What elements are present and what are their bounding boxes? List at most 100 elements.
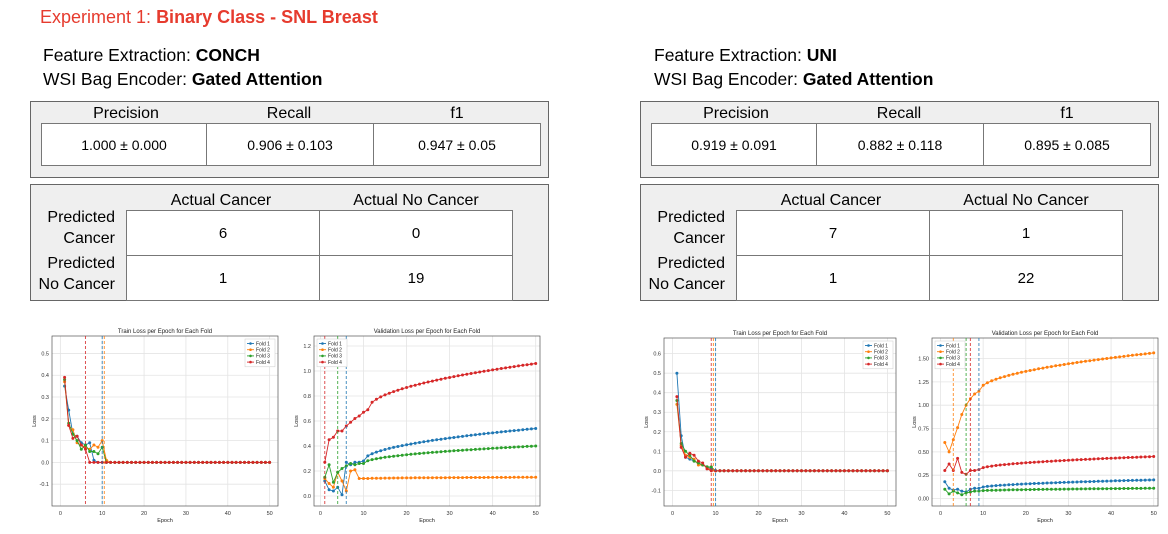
left-metrics-panel: Precision Recall f1 1.000 ± 0.000 0.906 … bbox=[30, 101, 549, 178]
data-point bbox=[362, 459, 365, 463]
legend-marker bbox=[321, 348, 324, 351]
data-point bbox=[675, 371, 679, 375]
data-point bbox=[860, 469, 864, 473]
data-point bbox=[426, 380, 430, 384]
data-point bbox=[1101, 479, 1105, 483]
data-point bbox=[782, 469, 786, 473]
data-point bbox=[430, 379, 434, 383]
data-point bbox=[722, 469, 726, 473]
legend-marker bbox=[321, 360, 324, 364]
data-point bbox=[744, 469, 748, 473]
data-point bbox=[71, 428, 75, 432]
x-tick-label: 0 bbox=[59, 511, 62, 517]
plot-frame bbox=[663, 337, 897, 507]
data-point bbox=[405, 443, 409, 447]
data-point bbox=[1058, 487, 1062, 491]
data-point bbox=[1135, 478, 1139, 482]
y-tick-label: 0.0 bbox=[41, 460, 49, 466]
data-point bbox=[1079, 458, 1083, 462]
data-point bbox=[1092, 487, 1096, 491]
data-point bbox=[994, 464, 998, 467]
data-point bbox=[885, 469, 889, 473]
y-tick-label: 0.00 bbox=[918, 497, 929, 503]
data-point bbox=[1122, 487, 1126, 490]
data-point bbox=[486, 475, 490, 479]
data-point bbox=[405, 476, 409, 480]
data-point bbox=[998, 483, 1002, 487]
data-point bbox=[817, 469, 821, 473]
data-point bbox=[1062, 480, 1066, 484]
data-point bbox=[735, 469, 739, 473]
data-point bbox=[113, 460, 117, 464]
data-point bbox=[491, 431, 495, 435]
data-point bbox=[331, 485, 335, 489]
data-point bbox=[1003, 483, 1006, 487]
data-point bbox=[422, 381, 426, 385]
data-point bbox=[138, 460, 142, 464]
data-point bbox=[499, 446, 503, 450]
predicted-no-cancer-label: Predicted No Cancer bbox=[38, 255, 115, 293]
data-point bbox=[1113, 479, 1117, 483]
data-point bbox=[109, 460, 113, 464]
data-point bbox=[400, 453, 404, 457]
data-point bbox=[1135, 455, 1139, 459]
data-point bbox=[1130, 486, 1134, 490]
data-point bbox=[1126, 479, 1130, 482]
data-point bbox=[366, 459, 370, 463]
data-point bbox=[1041, 487, 1045, 491]
data-point bbox=[1135, 486, 1139, 490]
data-point bbox=[998, 463, 1002, 467]
data-point bbox=[478, 476, 482, 479]
data-point bbox=[1126, 487, 1130, 490]
predicted-no-cancer-label: Predicted No Cancer bbox=[648, 255, 725, 293]
plot-area bbox=[52, 336, 278, 506]
legend-label: Fold 1 bbox=[874, 343, 888, 349]
data-point bbox=[409, 384, 413, 388]
data-point bbox=[812, 469, 816, 473]
legend-label: Fold 2 bbox=[946, 350, 960, 356]
data-point bbox=[985, 465, 989, 469]
data-point bbox=[340, 467, 344, 470]
data-point bbox=[340, 429, 344, 433]
data-point bbox=[1092, 358, 1096, 362]
data-point bbox=[1058, 481, 1062, 484]
chart-title: Validation Loss per Epoch for Each Fold bbox=[992, 331, 1099, 337]
data-point bbox=[387, 391, 391, 395]
data-point bbox=[1062, 459, 1066, 462]
data-point bbox=[1101, 487, 1105, 491]
data-point bbox=[521, 445, 525, 449]
data-point bbox=[96, 460, 100, 464]
data-point bbox=[855, 469, 859, 473]
legend-label: Fold 4 bbox=[946, 362, 960, 368]
data-point bbox=[469, 448, 473, 452]
data-point bbox=[726, 469, 730, 473]
data-point bbox=[825, 469, 829, 473]
data-point bbox=[688, 451, 692, 455]
data-point bbox=[517, 364, 520, 368]
data-point bbox=[1028, 461, 1032, 464]
data-point bbox=[268, 460, 272, 464]
data-point bbox=[1054, 459, 1058, 463]
data-point bbox=[1079, 360, 1083, 364]
data-point bbox=[1096, 479, 1100, 483]
data-point bbox=[981, 383, 985, 387]
data-point bbox=[163, 460, 167, 464]
legend-label: Fold 1 bbox=[328, 341, 342, 347]
data-point bbox=[994, 377, 998, 381]
data-point bbox=[1024, 461, 1028, 465]
data-point bbox=[465, 434, 469, 438]
legend-label: Fold 4 bbox=[874, 362, 888, 368]
data-point bbox=[960, 493, 964, 497]
data-point bbox=[1054, 481, 1058, 485]
data-point bbox=[226, 460, 230, 464]
data-point bbox=[1118, 487, 1122, 491]
data-point bbox=[426, 476, 430, 480]
data-point bbox=[205, 460, 209, 464]
data-point bbox=[482, 447, 486, 451]
data-point bbox=[383, 476, 387, 480]
y-tick-label: 1.00 bbox=[918, 403, 929, 409]
data-point bbox=[486, 447, 490, 451]
data-point bbox=[443, 437, 447, 441]
actual-cancer-header: Actual Cancer bbox=[170, 192, 272, 209]
data-point bbox=[259, 460, 263, 464]
